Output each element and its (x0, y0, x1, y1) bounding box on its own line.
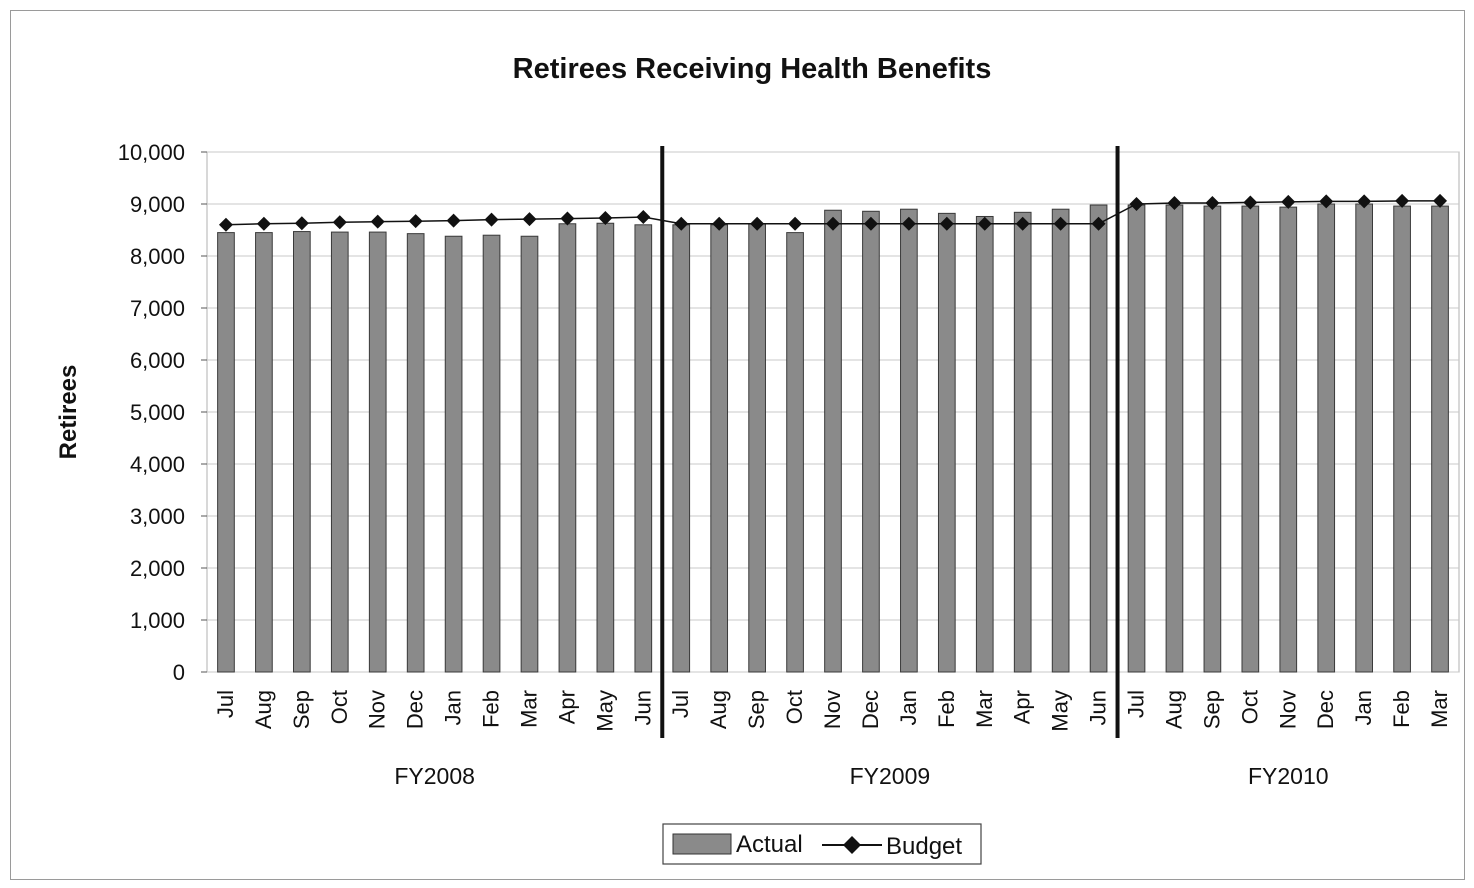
y-tick-label: 9,000 (130, 192, 185, 217)
actual-bar (1052, 209, 1069, 672)
x-tick-label: Aug (706, 690, 731, 729)
x-tick-label: Aug (251, 690, 276, 729)
actual-bar (445, 236, 462, 672)
x-tick-label: Jan (1351, 690, 1376, 725)
x-tick-label: Jun (630, 690, 655, 725)
x-tick-label: Sep (289, 690, 314, 729)
actual-bar (1432, 206, 1449, 672)
x-tick-label: Apr (1010, 690, 1035, 724)
actual-bar (825, 210, 842, 672)
actual-bar (863, 211, 880, 672)
actual-bar (407, 234, 424, 672)
y-tick-label: 7,000 (130, 296, 185, 321)
legend: Actual Budget (663, 824, 981, 864)
x-tick-label: Feb (479, 690, 504, 728)
actual-bar (976, 216, 993, 672)
x-tick-label: Oct (782, 690, 807, 724)
x-tick-label: Dec (403, 690, 428, 729)
x-tick-label: Jan (896, 690, 921, 725)
actual-bar (597, 223, 614, 672)
actual-bar (559, 224, 576, 672)
x-tick-label: Dec (858, 690, 883, 729)
x-tick-label: Sep (744, 690, 769, 729)
y-tick-label: 10,000 (118, 140, 185, 165)
x-tick-label: Jul (668, 690, 693, 718)
x-tick-label: Oct (327, 690, 352, 724)
y-tick-label: 1,000 (130, 608, 185, 633)
x-tick-label: Jul (213, 690, 238, 718)
actual-bar (938, 213, 955, 672)
y-tick-label: 0 (173, 660, 185, 685)
fiscal-year-label: FY2009 (850, 763, 931, 789)
actual-bar (1280, 207, 1297, 672)
fiscal-year-label: FY2010 (1248, 763, 1329, 789)
x-tick-label: Feb (1389, 690, 1414, 728)
x-tick-labels: Jul Aug Sep Oct Nov Dec Jan Feb Mar Apr May Jun Jul A… (213, 690, 1452, 732)
x-tick-label: Apr (554, 690, 579, 724)
actual-bar (1242, 206, 1259, 672)
legend-budget-label: Budget (886, 833, 962, 860)
actual-bar (901, 209, 918, 672)
x-tick-label: Feb (934, 690, 959, 728)
x-tick-label: Nov (365, 690, 390, 729)
x-tick-label: Oct (1237, 690, 1262, 724)
fiscal-year-label: FY2008 (394, 763, 475, 789)
legend-actual-swatch (673, 834, 731, 854)
y-tick-labels: 0 1,000 2,000 3,000 4,000 5,000 6,000 7,000 8,00… (118, 140, 185, 685)
x-tick-label: Nov (820, 690, 845, 729)
actual-bar (369, 232, 386, 672)
x-tick-label: Sep (1199, 690, 1224, 729)
x-tick-label: Aug (1161, 690, 1186, 729)
x-tick-label: Mar (1427, 690, 1452, 728)
actual-bar (294, 232, 311, 672)
actual-bar (1166, 205, 1183, 672)
x-tick-label: May (592, 690, 617, 732)
actual-bar (711, 225, 728, 672)
actual-bar (1128, 205, 1145, 672)
x-tick-label: Mar (972, 690, 997, 728)
y-tick-label: 2,000 (130, 556, 185, 581)
x-tick-label: Nov (1275, 690, 1300, 729)
y-tick-label: 5,000 (130, 400, 185, 425)
legend-actual-label: Actual (736, 831, 803, 858)
y-tick-label: 8,000 (130, 244, 185, 269)
y-tick-label: 3,000 (130, 504, 185, 529)
actual-bar (256, 233, 273, 672)
chart-title: Retirees Receiving Health Benefits (513, 53, 992, 85)
actual-bar (521, 236, 538, 672)
actual-bar (1014, 212, 1031, 672)
y-tick-label: 4,000 (130, 452, 185, 477)
x-tick-label: May (1048, 690, 1073, 732)
actual-bar (218, 233, 235, 672)
actual-bar (1204, 206, 1221, 672)
actual-bar (787, 233, 804, 672)
x-tick-label: Dec (1313, 690, 1338, 729)
y-axis-label: Retirees (55, 365, 82, 460)
actual-bar (331, 232, 348, 672)
y-tick-label: 6,000 (130, 348, 185, 373)
x-tick-label: Mar (516, 690, 541, 728)
actual-bar (635, 225, 652, 672)
actual-bar (1318, 204, 1335, 672)
actual-bar (1356, 204, 1373, 672)
actual-bar (483, 235, 500, 672)
actual-bar (1090, 205, 1107, 672)
x-tick-label: Jul (1124, 690, 1149, 718)
x-tick-label: Jan (441, 690, 466, 725)
actual-bar (673, 225, 690, 672)
actual-bar (1394, 206, 1411, 672)
actual-bar (749, 224, 766, 672)
fiscal-year-labels: FY2008 FY2009 FY2010 (394, 763, 1328, 789)
x-tick-label: Jun (1086, 690, 1111, 725)
